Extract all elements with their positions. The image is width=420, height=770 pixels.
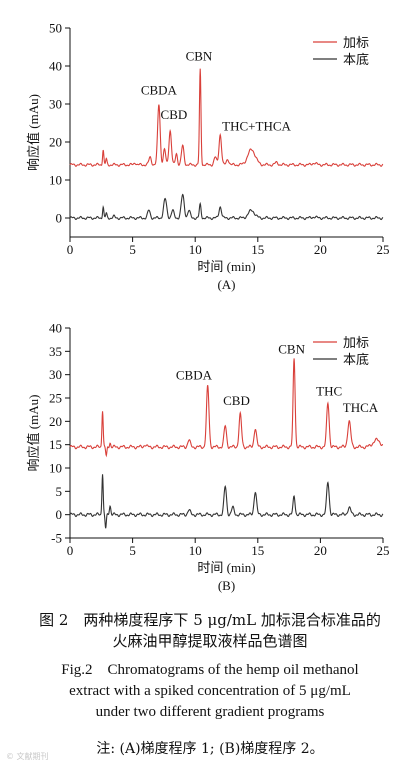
chart-b-y-tick-label: 25 bbox=[49, 391, 62, 406]
chart-b-legend-label: 本底 bbox=[343, 352, 369, 367]
chart-b-y-tick-label: 5 bbox=[56, 484, 63, 499]
chromatogram-a: 0 5 10 15 20 25 0 10 20 30 40 50 时间 (min) 响应值 (mAu) (A… bbox=[26, 21, 390, 293]
chart-a-peak-label: THC+THCA bbox=[222, 119, 291, 134]
chromatogram-b: 0 5 10 15 20 25 -5 0 5 10 15 20 25 30 35 40 时间 (min) 响应值 … bbox=[26, 321, 390, 594]
chart-b-peak-label: CBN bbox=[278, 342, 305, 357]
chart-b-y-tick-label: -5 bbox=[51, 531, 62, 546]
chart-b-series-line-spiked bbox=[69, 358, 384, 458]
chart-b-series-line-blank bbox=[69, 474, 384, 529]
chart-a-peak-label: CBN bbox=[186, 48, 213, 63]
chart-a-panel-label: (A) bbox=[217, 277, 235, 292]
caption-en-line1: Fig.2 Chromatograms of the hemp oil meth… bbox=[61, 662, 359, 678]
chart-a-y-tick-label: 20 bbox=[49, 135, 62, 150]
chart-a-peak-label: CBDA bbox=[141, 83, 178, 98]
caption-note: 注: (A)梯度程序 1; (B)梯度程序 2。 bbox=[96, 741, 324, 757]
chart-a-peak-label: CBD bbox=[161, 107, 188, 122]
chart-b-x-tick-label: 0 bbox=[67, 543, 74, 558]
caption-zh-line2: 火麻油甲醇提取液样品色谱图 bbox=[112, 632, 308, 650]
chart-a-x-tick-label: 10 bbox=[189, 242, 202, 257]
chart-b-legend-label: 加标 bbox=[343, 335, 369, 350]
watermark: © 文献期刊 bbox=[6, 752, 49, 761]
caption-en-line2: extract with a spiked concentration of 5… bbox=[69, 683, 351, 699]
chart-a-y-tick-label: 0 bbox=[56, 211, 63, 226]
chart-b-x-tick-label: 15 bbox=[251, 543, 264, 558]
chart-a-x-tick-label: 5 bbox=[129, 242, 136, 257]
chart-b-peak-label: CBD bbox=[223, 393, 250, 408]
caption-en: Fig.2 Chromatograms of the hemp oil meth… bbox=[0, 660, 420, 723]
chart-b-y-tick-label: 10 bbox=[49, 461, 62, 476]
chart-a-series-line-blank bbox=[69, 193, 384, 221]
chart-a-legend-label: 加标 bbox=[343, 35, 369, 50]
chart-a-x-tick-label: 20 bbox=[314, 242, 327, 257]
chart-b-y-tick-label: 0 bbox=[56, 507, 63, 522]
chart-b-y-axis-label: 响应值 (mAu) bbox=[26, 395, 41, 472]
chart-a-x-tick-label: 15 bbox=[251, 242, 264, 257]
chart-b-x-tick-label: 10 bbox=[189, 543, 202, 558]
chart-b-y-tick-label: 40 bbox=[49, 321, 62, 336]
chart-b-y-tick-label: 30 bbox=[49, 367, 62, 382]
caption-en-line3: under two different gradient programs bbox=[95, 704, 325, 720]
chart-b-peak-label: THC bbox=[316, 384, 342, 399]
chart-b-x-tick-label: 5 bbox=[129, 543, 136, 558]
chart-a-x-axis-label: 时间 (min) bbox=[197, 259, 255, 274]
chart-b-y-tick-label: 35 bbox=[49, 344, 62, 359]
chart-b-y-tick-label: 20 bbox=[49, 414, 62, 429]
chart-a-legend-label: 本底 bbox=[343, 52, 369, 67]
chart-b-x-tick-label: 20 bbox=[314, 543, 327, 558]
chart-a-y-axis-label: 响应值 (mAu) bbox=[26, 94, 41, 171]
chart-b-y-tick-label: 15 bbox=[49, 437, 62, 452]
chart-b-x-tick-label: 25 bbox=[377, 543, 390, 558]
chart-b-panel-label: (B) bbox=[218, 578, 235, 593]
chart-b-x-axis-label: 时间 (min) bbox=[197, 560, 255, 575]
chart-a-y-tick-label: 40 bbox=[49, 59, 62, 74]
chart-b-peak-label: THCA bbox=[343, 400, 379, 415]
chart-a-x-tick-label: 25 bbox=[377, 242, 390, 257]
chart-a-y-tick-label: 10 bbox=[49, 173, 62, 188]
caption-zh-line1: 图 2 两种梯度程序下 5 μg/mL 加标混合标准品的 bbox=[39, 611, 381, 629]
chart-a-y-tick-label: 30 bbox=[49, 97, 62, 112]
chart-a-y-tick-label: 50 bbox=[49, 21, 62, 36]
chart-a-x-tick-label: 0 bbox=[67, 242, 74, 257]
chart-b-peak-label: CBDA bbox=[176, 367, 213, 382]
chart-a-series-line-spiked bbox=[69, 68, 384, 167]
